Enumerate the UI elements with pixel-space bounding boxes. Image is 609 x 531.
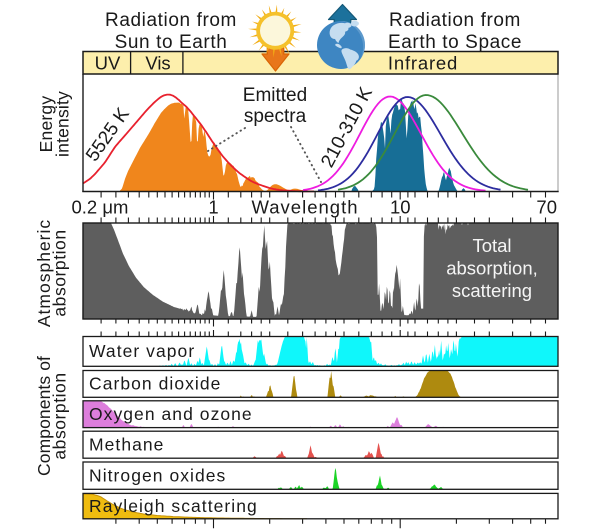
svg-text:Components ofabsorption: Components ofabsorption	[34, 356, 70, 476]
svg-text:Nitrogen oxides: Nitrogen oxides	[89, 465, 226, 485]
svg-text:Energyintensity: Energyintensity	[36, 91, 73, 157]
svg-text:UV: UV	[95, 53, 121, 74]
svg-text:Radiation from: Radiation from	[105, 10, 237, 31]
svg-text:Vis: Vis	[145, 53, 170, 74]
svg-text:Atmosphericabsorption: Atmosphericabsorption	[34, 219, 70, 327]
svg-text:Emitted: Emitted	[243, 85, 307, 106]
svg-text:Radiation from: Radiation from	[389, 10, 521, 31]
svg-text:Wavelength: Wavelength	[251, 196, 358, 217]
svg-text:Infrared: Infrared	[388, 53, 458, 74]
svg-text:10: 10	[390, 196, 411, 217]
svg-text:1: 1	[208, 196, 218, 217]
svg-text:0.2 μm: 0.2 μm	[72, 196, 129, 217]
svg-text:Earth to Space: Earth to Space	[388, 32, 522, 53]
svg-text:absorption,: absorption,	[446, 258, 538, 279]
svg-text:scattering: scattering	[452, 280, 532, 301]
svg-text:Water vapor: Water vapor	[89, 341, 195, 361]
svg-text:Carbon dioxide: Carbon dioxide	[89, 374, 221, 394]
svg-text:Methane: Methane	[89, 435, 164, 455]
svg-text:70: 70	[536, 196, 557, 217]
svg-text:Total: Total	[472, 235, 511, 256]
svg-text:Sun to Earth: Sun to Earth	[115, 32, 228, 53]
svg-text:Rayleigh scattering: Rayleigh scattering	[89, 496, 258, 516]
svg-text:Oxygen and ozone: Oxygen and ozone	[89, 404, 253, 424]
svg-text:spectra: spectra	[244, 106, 307, 127]
